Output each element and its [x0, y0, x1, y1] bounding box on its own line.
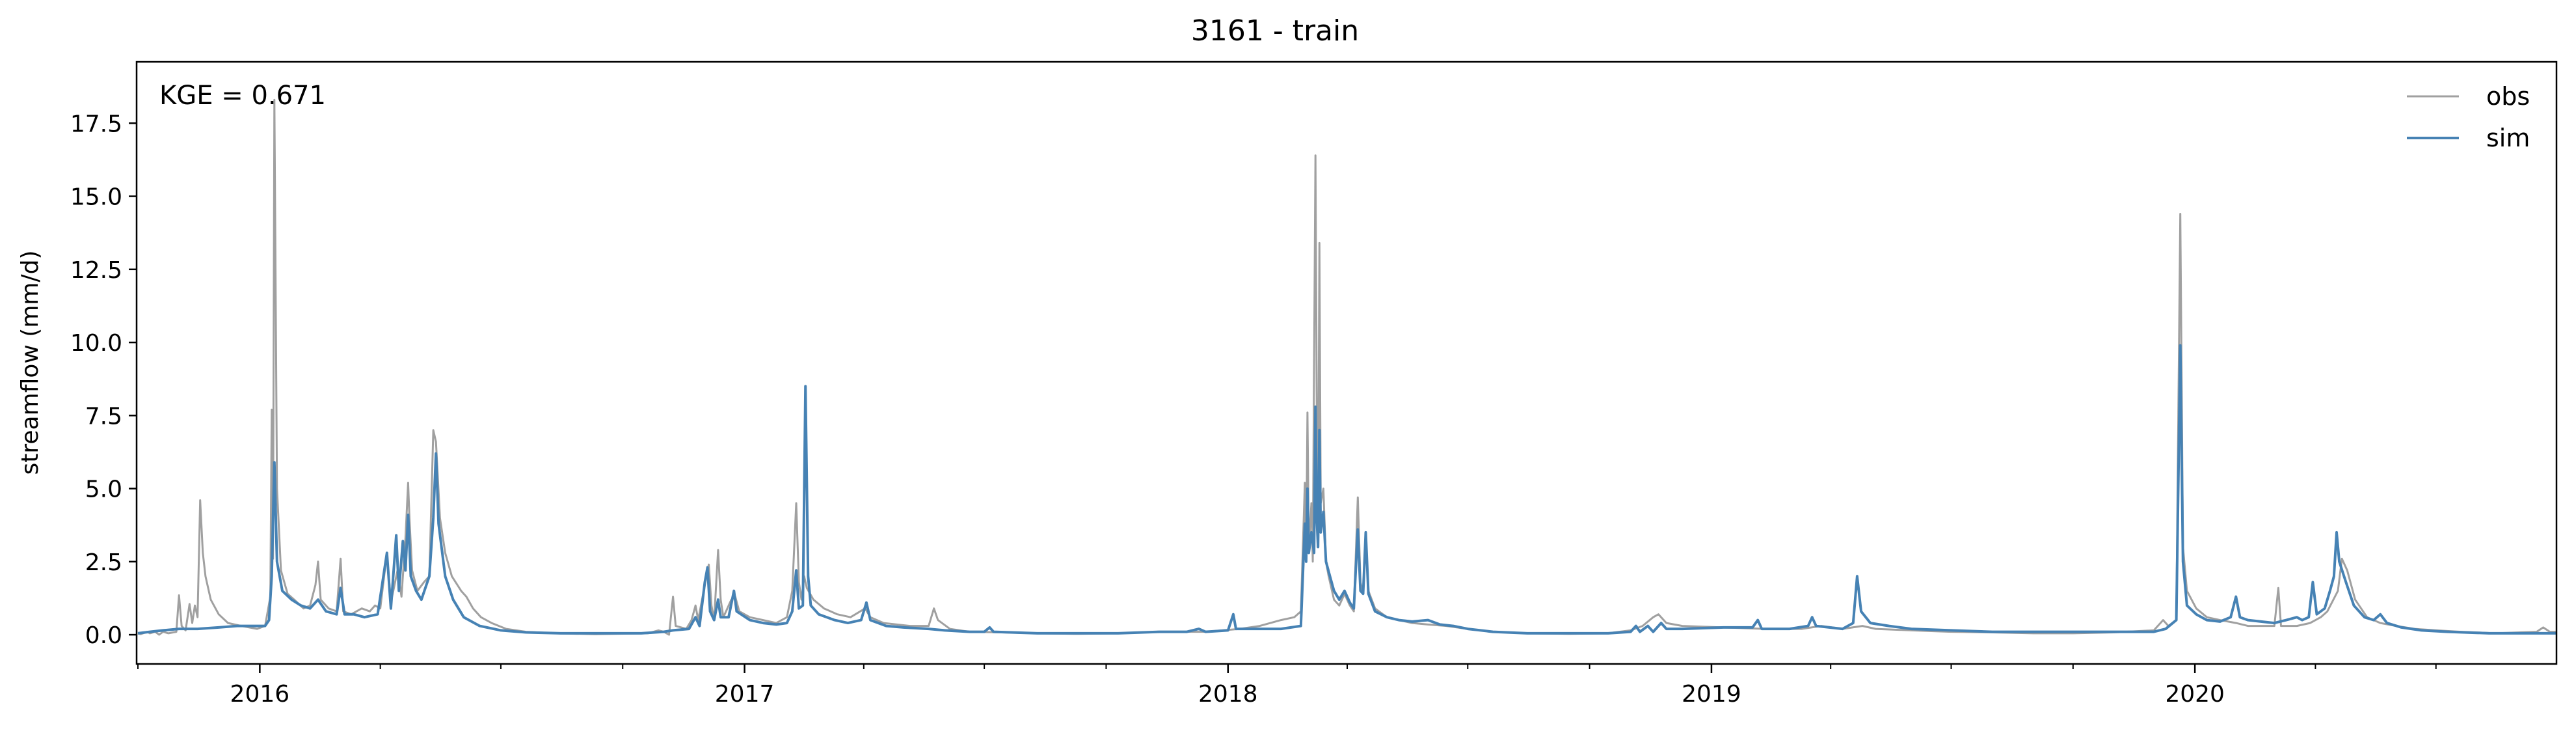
y-tick-label: 10.0 — [70, 330, 122, 357]
x-tick-label: 2018 — [1198, 681, 1258, 708]
y-axis-label: streamflow (mm/d) — [17, 251, 44, 475]
legend-label-obs: obs — [2486, 82, 2530, 111]
y-tick-label: 2.5 — [85, 549, 122, 576]
legend: obs sim — [2407, 82, 2530, 152]
x-tick-label: 2016 — [230, 681, 290, 708]
y-tick-label: 7.5 — [85, 403, 122, 430]
y-tick-label: 0.0 — [85, 622, 122, 649]
chart-title: 3161 - train — [1191, 14, 1359, 48]
plot-layer — [137, 98, 2556, 636]
y-tick-label: 17.5 — [70, 111, 122, 137]
axes-layer: 0.0 2.5 5.0 7.5 10.0 12.5 15.0 17.5 2016 2017 2018… — [70, 111, 2437, 708]
y-tick-label: 12.5 — [70, 257, 122, 284]
y-tick-label: 15.0 — [70, 184, 122, 211]
x-tick-label: 2020 — [2165, 681, 2225, 708]
axes-frame — [135, 61, 2558, 665]
y-tick-label: 5.0 — [85, 476, 122, 503]
kge-annotation: KGE = 0.671 — [159, 81, 326, 111]
series-line-sim — [137, 344, 2556, 635]
legend-label-sim: sim — [2486, 124, 2530, 152]
x-tick-label: 2017 — [715, 681, 775, 708]
x-tick-label: 2019 — [1682, 681, 1741, 708]
series-line-obs — [137, 98, 2556, 636]
